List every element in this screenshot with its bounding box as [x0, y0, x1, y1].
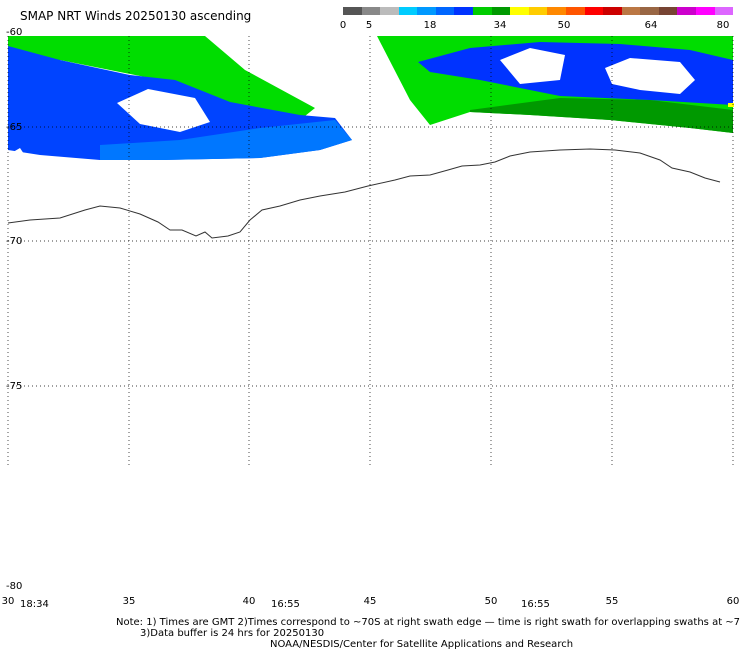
- colorbar-segment: [677, 7, 696, 15]
- wind-gap-left: [117, 89, 210, 132]
- lon-label-40: 40: [242, 596, 256, 607]
- wind-gap-left-small: [8, 148, 28, 168]
- wind-speed-colorbar: [343, 7, 734, 15]
- wind-swath-left-green: [8, 36, 315, 120]
- lon-label-50: 50: [484, 596, 498, 607]
- colorbar-segment: [380, 7, 399, 15]
- colorbar-segment: [510, 7, 529, 15]
- colorbar-segment: [584, 7, 604, 15]
- colorbar-segment: [547, 7, 566, 15]
- colorbar-segment: [621, 7, 641, 15]
- colorbar-segment: [565, 7, 585, 15]
- lat-label-80: -80: [6, 581, 23, 592]
- colorbar-segment: [491, 7, 511, 15]
- wind-high-spot: [728, 103, 734, 107]
- lon-label-55: 55: [605, 596, 619, 607]
- colorbar-label-18: 18: [423, 20, 437, 31]
- map-grid: [7, 36, 734, 466]
- lon-label-45: 45: [363, 596, 377, 607]
- lat-label-70: -70: [6, 236, 23, 247]
- colorbar-label-5: 5: [365, 20, 373, 31]
- swath-time-2: 16:55: [271, 599, 300, 610]
- colorbar-segment: [417, 7, 436, 15]
- lon-label-35: 35: [122, 596, 136, 607]
- map-title: SMAP NRT Winds 20250130 ascending: [20, 9, 252, 23]
- wind-gap-right-2: [605, 58, 695, 94]
- colorbar-segment: [658, 7, 678, 15]
- swath-time-3: 16:55: [521, 599, 550, 610]
- colorbar-label-34: 34: [493, 20, 507, 31]
- colorbar-segment: [454, 7, 474, 15]
- note-line-1: Note: 1) Times are GMT 2)Times correspon…: [116, 617, 740, 628]
- colorbar-segment: [603, 7, 622, 15]
- colorbar-segment: [528, 7, 548, 15]
- colorbar-label-0: 0: [339, 20, 347, 31]
- colorbar-segment: [343, 7, 362, 15]
- lon-label-30: 30: [1, 596, 15, 607]
- lat-label-65: -65: [6, 122, 23, 133]
- wind-swath-left-lightblue: [100, 120, 352, 160]
- lat-label-60: -60: [6, 27, 23, 38]
- note-line-3: NOAA/NESDIS/Center for Satellite Applica…: [270, 639, 574, 650]
- colorbar-segment: [714, 7, 734, 15]
- note-line-2: 3)Data buffer is 24 hrs for 20250130: [140, 628, 325, 639]
- colorbar-label-80: 80: [716, 20, 730, 31]
- swath-time-1: 18:34: [20, 599, 49, 610]
- colorbar-segment: [398, 7, 418, 15]
- colorbar-label-64: 64: [644, 20, 658, 31]
- colorbar-segment: [695, 7, 715, 15]
- colorbar-label-50: 50: [557, 20, 571, 31]
- lat-label-75: -75: [6, 381, 23, 392]
- wind-gap-right-1: [500, 48, 565, 84]
- colorbar-segment: [473, 7, 492, 15]
- antarctic-coastline: [7, 148, 721, 239]
- lon-label-60: 60: [726, 596, 740, 607]
- colorbar-segment: [435, 7, 455, 15]
- colorbar-segment: [640, 7, 659, 15]
- colorbar-segment: [361, 7, 381, 15]
- wind-swath-right-darkgreen: [470, 98, 733, 133]
